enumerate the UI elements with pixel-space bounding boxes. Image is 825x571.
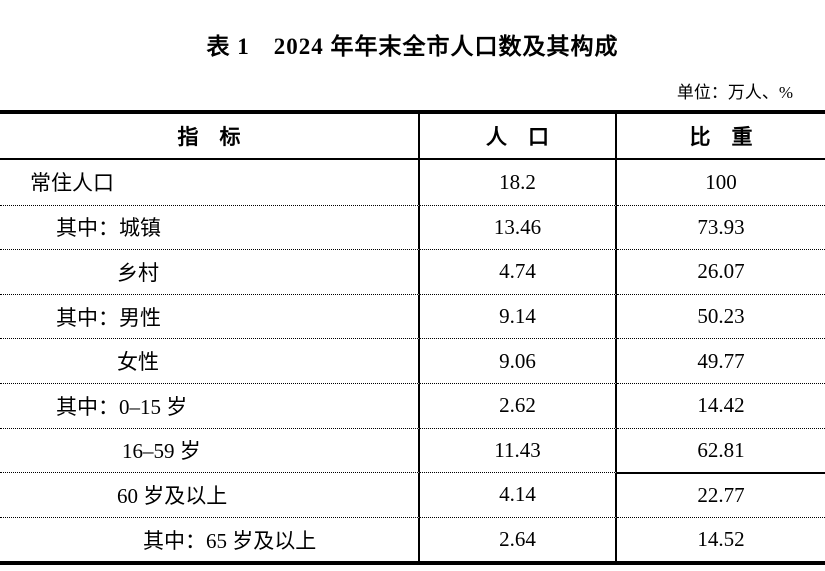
population-cell: 9.06 (420, 338, 617, 383)
column-header-population: 人 口 (420, 114, 617, 158)
population-cell: 11.43 (420, 427, 617, 473)
table-row: 其中：城镇 13.46 73.93 (0, 204, 825, 250)
population-cell: 4.14 (420, 472, 617, 517)
indicator-cell: 60 岁及以上 (0, 472, 420, 517)
table-row: 其中：0–15 岁 2.62 14.42 (0, 382, 825, 428)
indicator-cell: 女性 (0, 338, 420, 383)
share-cell: 73.93 (617, 204, 825, 250)
share-cell: 62.81 (617, 427, 825, 473)
population-cell: 4.74 (420, 249, 617, 294)
population-cell: 13.46 (420, 204, 617, 250)
population-cell: 2.64 (420, 516, 617, 562)
indicator-cell: 16–59 岁 (0, 427, 420, 473)
table-row: 乡村 4.74 26.07 (0, 249, 825, 294)
table-row: 其中：男性 9.14 50.23 (0, 293, 825, 339)
column-header-share: 比 重 (689, 125, 753, 149)
share-cell: 50.23 (617, 293, 825, 339)
share-cell: 26.07 (617, 249, 825, 294)
column-header-indicator: 指 标 (0, 114, 420, 158)
population-cell: 9.14 (420, 293, 617, 339)
share-cell: 22.77 (617, 472, 825, 517)
share-cell: 49.77 (617, 338, 825, 383)
population-cell: 2.62 (420, 382, 617, 428)
indicator-cell: 其中：男性 (0, 293, 420, 339)
indicator-cell: 乡村 (0, 249, 420, 294)
table-title: 表 1 2024 年年末全市人口数及其构成 (206, 34, 619, 59)
population-table: 指 标 人 口 比 重 常住人口 18.2 100 其中：城镇 13.46 73… (0, 110, 825, 566)
table-row: 女性 9.06 49.77 (0, 338, 825, 383)
indicator-cell: 其中：65 岁及以上 (0, 516, 420, 562)
share-cell: 14.42 (617, 382, 825, 428)
indicator-cell: 常住人口 (0, 160, 420, 205)
indicator-cell: 其中：0–15 岁 (0, 382, 420, 428)
table-row: 常住人口 18.2 100 (0, 160, 825, 205)
share-cell: 14.52 (617, 516, 825, 562)
table-row: 16–59 岁 11.43 62.81 (0, 427, 825, 473)
indicator-cell: 其中：城镇 (0, 204, 420, 250)
table-row: 60 岁及以上 4.14 22.77 (0, 472, 825, 517)
table-header-row: 指 标 人 口 比 重 (0, 114, 825, 160)
unit-note: 单位：万人、% (676, 83, 793, 102)
table-row: 其中：65 岁及以上 2.64 14.52 (0, 516, 825, 562)
share-cell: 100 (705, 169, 737, 194)
population-cell: 18.2 (420, 160, 617, 205)
